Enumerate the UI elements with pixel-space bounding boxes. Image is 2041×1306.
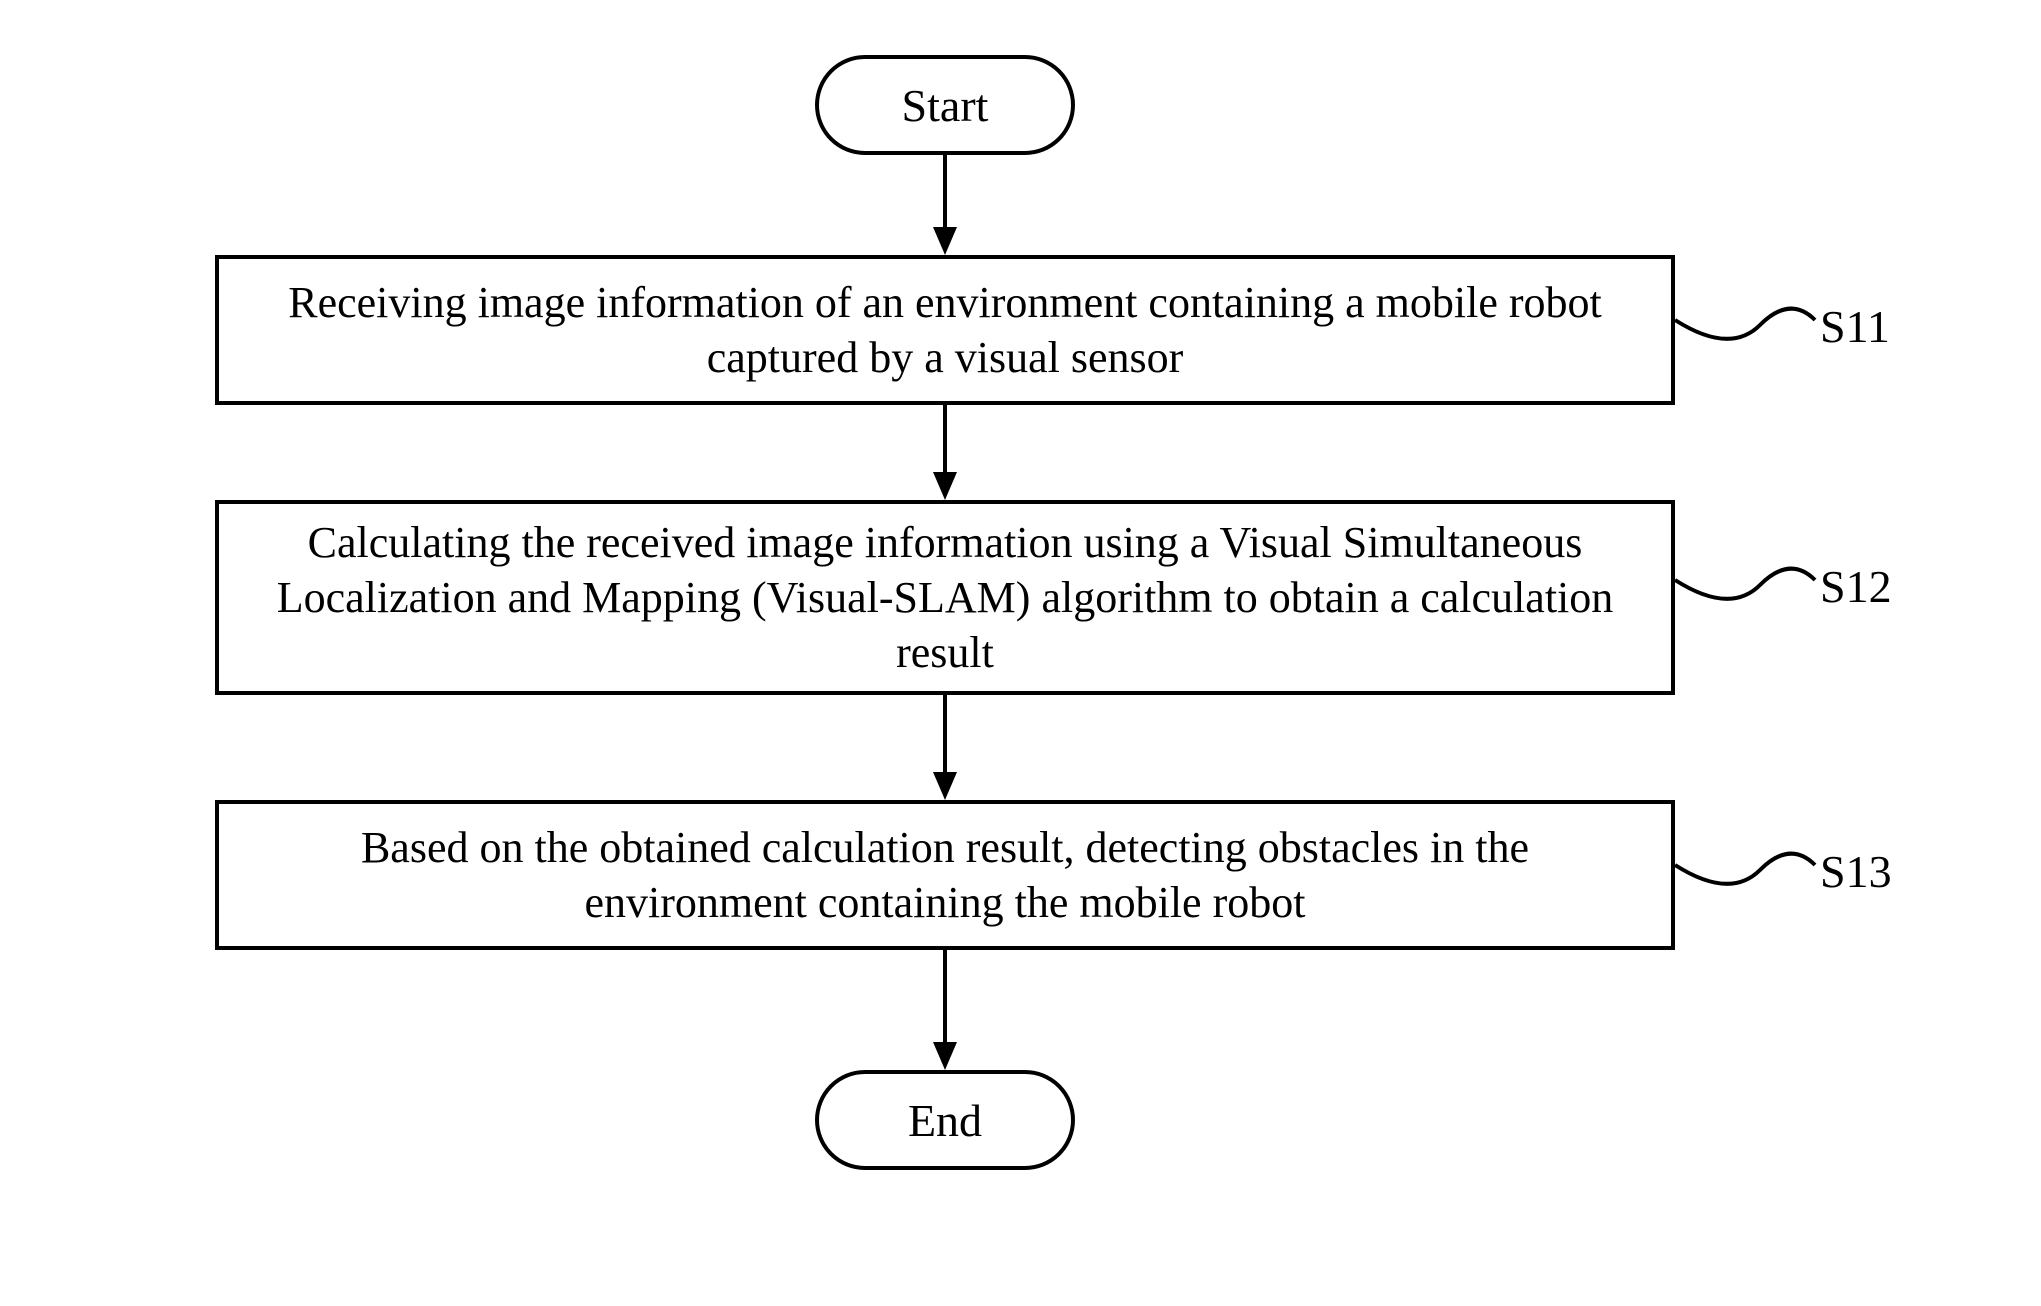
arrow-start-to-s11 [933,155,957,255]
arrow-s13-to-end [933,950,957,1070]
arrow-s12-to-s13 [933,695,957,800]
flowchart-canvas: Start Receiving image information of an … [0,0,2041,1306]
connector-overlay [0,0,2041,1306]
arrow-s11-to-s12 [933,405,957,500]
connector-s12 [1675,569,1815,599]
connector-s13 [1675,854,1815,884]
connector-s11 [1675,309,1815,339]
